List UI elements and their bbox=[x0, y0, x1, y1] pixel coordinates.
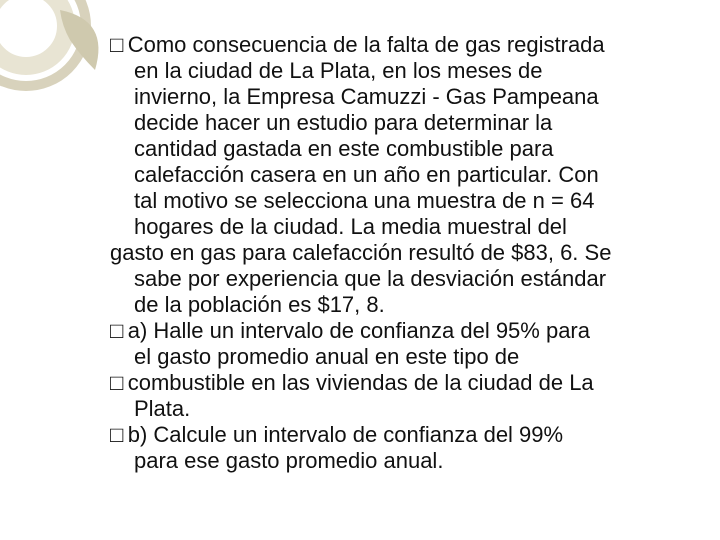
bullet-icon: □ bbox=[110, 318, 128, 343]
text-line: sabe por experiencia que la desviación e… bbox=[134, 266, 670, 292]
paragraph: □ Como consecuencia de la falta de gas r… bbox=[110, 32, 670, 240]
text-line: hogares de la ciudad. La media muestral … bbox=[134, 214, 670, 240]
text-line: □ Como consecuencia de la falta de gas r… bbox=[110, 32, 670, 58]
text-line: de la población es $17, 8. bbox=[134, 292, 670, 318]
text-line: cantidad gastada en este combustible par… bbox=[134, 136, 670, 162]
bullet-icon: □ bbox=[110, 422, 128, 447]
text-line: □ b) Calcule un intervalo de confianza d… bbox=[110, 422, 670, 448]
slide-text-body: □ Como consecuencia de la falta de gas r… bbox=[110, 32, 670, 474]
paragraph: □ b) Calcule un intervalo de confianza d… bbox=[110, 422, 670, 474]
text-line: Plata. bbox=[134, 396, 670, 422]
text-run: combustible en las viviendas de la ciuda… bbox=[128, 370, 594, 395]
text-line: gasto en gas para calefacción resultó de… bbox=[110, 240, 670, 266]
text-line: □ combustible en las viviendas de la ciu… bbox=[110, 370, 670, 396]
paragraph: □ combustible en las viviendas de la ciu… bbox=[110, 370, 670, 422]
text-line: el gasto promedio anual en este tipo de bbox=[134, 344, 670, 370]
text-line: calefacción casera en un año en particul… bbox=[134, 162, 670, 188]
text-run: a) Halle un intervalo de confianza del 9… bbox=[128, 318, 590, 343]
paragraph: □ a) Halle un intervalo de confianza del… bbox=[110, 318, 670, 370]
text-run: Como consecuencia de la falta de gas reg… bbox=[128, 32, 605, 57]
paragraph: gasto en gas para calefacción resultó de… bbox=[110, 240, 670, 318]
text-line: tal motivo se selecciona una muestra de … bbox=[134, 188, 670, 214]
text-line: □ a) Halle un intervalo de confianza del… bbox=[110, 318, 670, 344]
text-line: invierno, la Empresa Camuzzi - Gas Pampe… bbox=[134, 84, 670, 110]
text-line: para ese gasto promedio anual. bbox=[134, 448, 670, 474]
text-run: b) Calcule un intervalo de confianza del… bbox=[128, 422, 563, 447]
text-line: decide hacer un estudio para determinar … bbox=[134, 110, 670, 136]
text-run: gasto en gas para calefacción resultó de… bbox=[110, 240, 611, 265]
bullet-icon: □ bbox=[110, 370, 128, 395]
text-line: en la ciudad de La Plata, en los meses d… bbox=[134, 58, 670, 84]
bullet-icon: □ bbox=[110, 32, 128, 57]
